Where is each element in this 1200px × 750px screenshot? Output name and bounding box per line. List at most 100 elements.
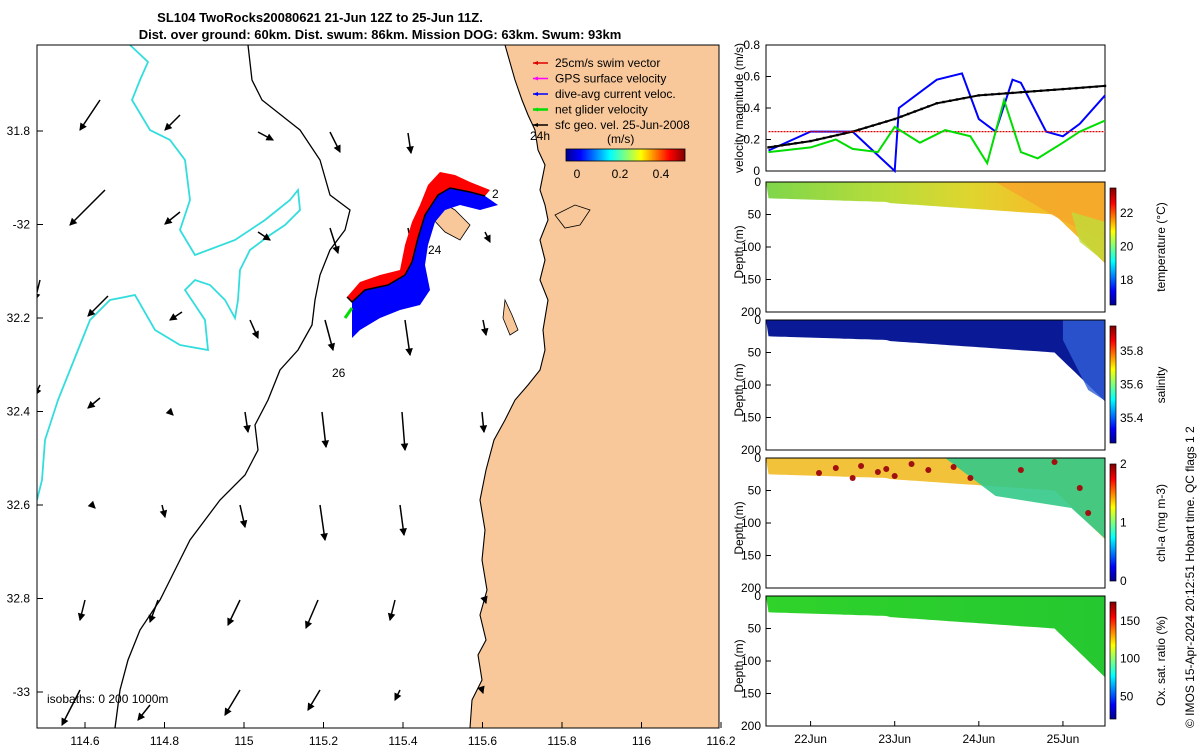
map-ytick-label: 32.4 bbox=[7, 405, 31, 419]
chart-title-line1: SL104 TwoRocks20080621 21-Jun 12Z to 25-… bbox=[157, 10, 483, 25]
colorbar-label: temperature (°C) bbox=[1154, 202, 1168, 292]
map-xtick-label: 115.4 bbox=[388, 734, 417, 748]
map-ytick-label: 32.6 bbox=[7, 498, 31, 512]
velocity-arrowhead bbox=[399, 528, 407, 537]
velocity-point bbox=[927, 105, 930, 108]
time-tick-label: 24Jun bbox=[962, 732, 995, 746]
depth-ytick-label: 0 bbox=[754, 175, 761, 189]
velocity-point bbox=[774, 145, 777, 148]
velocity-arrowhead bbox=[400, 443, 409, 452]
colorbar-label: salinity bbox=[1154, 367, 1168, 404]
coastline-land bbox=[470, 45, 719, 728]
velocity-point bbox=[984, 93, 987, 97]
velocity-ytick-label: 0.2 bbox=[743, 133, 760, 147]
depth-panel: 0 50 100 150 200 Depth (m) 0 1 2 chl-a (mg m-3) bbox=[732, 451, 1168, 595]
depth-section-fill bbox=[766, 320, 1105, 402]
day-label: 24 bbox=[428, 243, 442, 257]
legend-entry: GPS surface velocity bbox=[555, 72, 666, 86]
velocity-point bbox=[955, 98, 959, 101]
velocity-series-line bbox=[768, 72, 1106, 174]
chla-point bbox=[858, 463, 865, 469]
depth-ylabel: Depth (m) bbox=[732, 501, 746, 554]
velocity-point bbox=[843, 132, 846, 135]
chla-point bbox=[832, 465, 839, 471]
velocity-arrowhead bbox=[239, 519, 248, 529]
chla-point bbox=[874, 469, 881, 475]
depth-ytick-label: 200 bbox=[741, 719, 761, 733]
velocity-arrowhead bbox=[480, 327, 489, 337]
depth-ytick-label: 150 bbox=[741, 687, 761, 701]
depth-ytick-label: 50 bbox=[748, 346, 762, 360]
depth-section-fill bbox=[766, 182, 1105, 264]
velocity-arrowhead bbox=[321, 440, 330, 449]
colorbar-tick-label: 50 bbox=[1120, 689, 1134, 703]
velocity-arrowhead bbox=[159, 509, 168, 519]
depth-ytick-label: 100 bbox=[741, 654, 761, 668]
colorbar bbox=[1109, 601, 1117, 720]
colorbar-tick-label: 22 bbox=[1120, 206, 1134, 220]
map-xtick-label: 114.6 bbox=[70, 734, 99, 748]
velocity-arrowhead bbox=[394, 692, 402, 701]
colorbar-tick-label: 100 bbox=[1120, 652, 1140, 666]
velocity-arrowhead bbox=[320, 533, 328, 542]
velocity-point bbox=[864, 126, 868, 129]
map-panel: 114.6 114.8 115 115.2 115.4 115.6 115.8 116 116.… bbox=[7, 44, 736, 748]
isobaths-label: isobaths: 0 200 1000m bbox=[47, 692, 168, 706]
time-axis: 22Jun 23Jun 24Jun 25Jun bbox=[794, 721, 1079, 746]
velocity-arrowhead bbox=[332, 245, 340, 255]
velocity-point bbox=[949, 99, 952, 102]
colorbar-tick-label: 20 bbox=[1120, 240, 1134, 254]
chla-point bbox=[1076, 485, 1083, 491]
velocity-arrowhead bbox=[61, 717, 69, 726]
velocity-point bbox=[800, 141, 804, 144]
velocity-arrow bbox=[61, 689, 81, 726]
chla-point bbox=[908, 461, 915, 467]
chla-point bbox=[1085, 510, 1092, 516]
velocity-arrowhead bbox=[164, 122, 173, 131]
map-xtick-label: 115.2 bbox=[309, 734, 338, 748]
velocity-arrowhead bbox=[387, 612, 396, 622]
velocity-point bbox=[878, 122, 881, 125]
velocity-arrowhead bbox=[479, 425, 488, 434]
velocity-ytick-label: 0 bbox=[753, 164, 760, 178]
velocity-arrowhead bbox=[87, 400, 96, 409]
map-ytick-label: -32 bbox=[13, 218, 31, 232]
depth-ylabel: Depth (m) bbox=[732, 639, 746, 692]
velocity-arrowhead bbox=[477, 685, 485, 695]
velocity-arrowhead bbox=[327, 342, 336, 352]
velocity-arrowhead bbox=[307, 702, 315, 711]
depth-ytick-label: 200 bbox=[741, 305, 761, 319]
velocity-arrowhead bbox=[305, 620, 313, 630]
colorbar-label: Ox. sat. ratio (%) bbox=[1154, 616, 1168, 706]
velocity-point bbox=[1026, 90, 1029, 93]
depth-ytick-label: 200 bbox=[741, 581, 761, 595]
depth-ytick-label: 50 bbox=[748, 484, 762, 498]
chla-point bbox=[950, 464, 957, 470]
velocity-arrowhead bbox=[137, 712, 146, 721]
velocity-point bbox=[942, 100, 945, 104]
chla-point bbox=[815, 470, 822, 476]
velocity-arrowhead bbox=[79, 122, 87, 131]
velocity-point bbox=[1103, 84, 1107, 88]
day-label: 24h bbox=[530, 129, 550, 143]
velocity-series-line bbox=[768, 96, 1106, 166]
colorbar-tick-label: 35.4 bbox=[1120, 411, 1144, 425]
timestamp-credit: © IMOS 15-Apr-2024 20:12:51 Hobart time.… bbox=[1183, 426, 1197, 728]
velocity-point bbox=[871, 124, 875, 127]
velocity-ytick-label: 0.4 bbox=[743, 101, 760, 115]
velocity-point bbox=[885, 120, 888, 123]
velocity-panel: 0 0.2 0.4 0.6 0.8 velocity magnitude (m/s) bbox=[732, 38, 1107, 178]
velocity-arrowhead bbox=[77, 612, 86, 622]
velocity-arrowhead bbox=[333, 144, 341, 153]
chla-point bbox=[967, 475, 974, 481]
map-axis-ticks: 114.6 114.8 115 115.2 115.4 115.6 115.8 116 116.… bbox=[7, 124, 736, 748]
velocity-ytick-label: 0.8 bbox=[743, 38, 760, 52]
velocity-point bbox=[794, 142, 797, 145]
velocity-arrowhead bbox=[243, 425, 251, 434]
velocity-arrowhead bbox=[265, 133, 274, 141]
velocity-arrowhead bbox=[224, 707, 232, 716]
velocity-point bbox=[962, 97, 965, 100]
velocity-arrowhead bbox=[148, 614, 156, 624]
